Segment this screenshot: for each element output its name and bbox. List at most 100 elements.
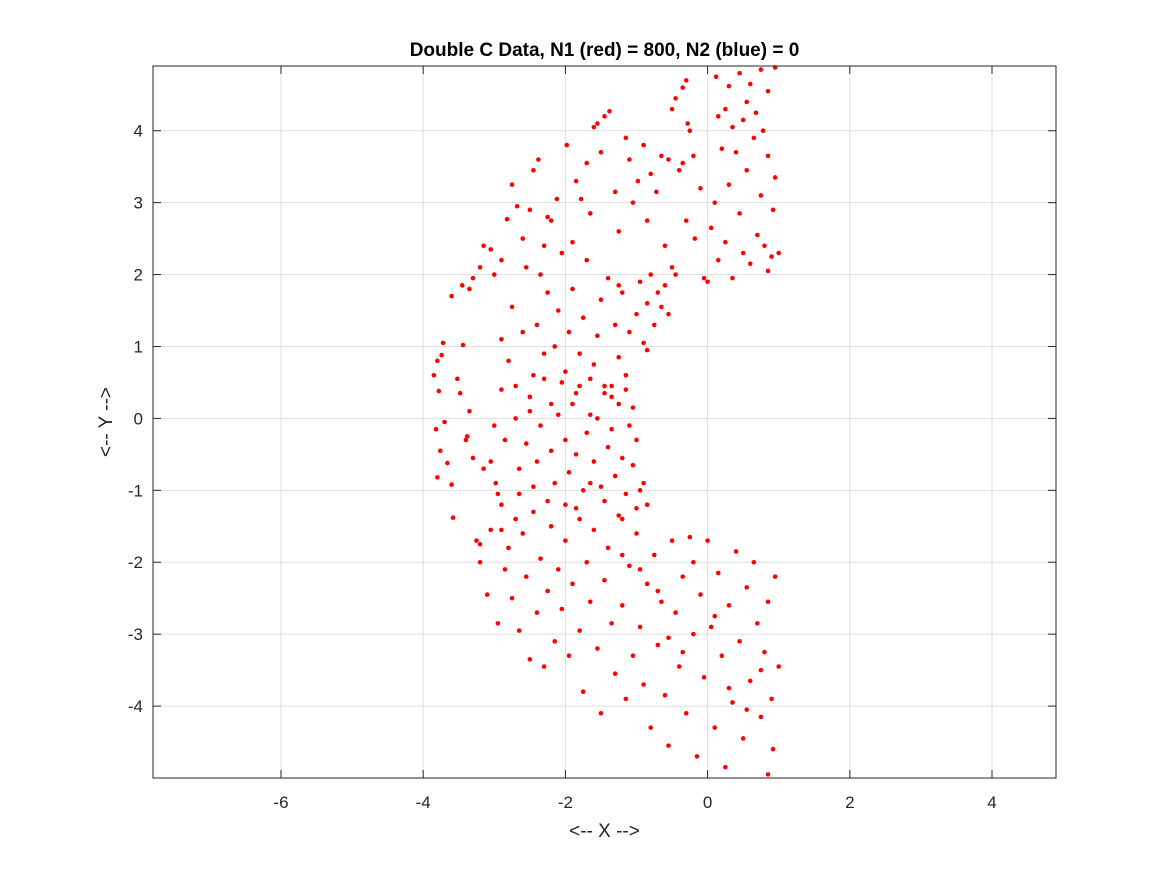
data-point [491,272,497,277]
data-point [502,567,508,572]
data-point [516,466,522,472]
data-point [666,635,671,641]
data-point [541,351,547,356]
data-point [726,603,732,608]
data-point [435,358,440,364]
data-point [602,577,607,583]
data-point [634,311,639,317]
data-point [634,437,639,443]
data-point [442,419,447,425]
y-tick-label: -1 [128,481,143,500]
data-point [577,351,582,356]
data-point [651,552,657,558]
data-point [680,160,686,166]
data-point [520,329,526,335]
data-point [765,772,771,777]
data-point [680,649,686,655]
data-point [591,124,597,130]
data-point [491,423,497,428]
data-point [772,574,778,579]
data-point [648,272,654,277]
data-point [460,342,466,348]
data-point [713,74,719,80]
data-point [612,473,618,479]
data-point [577,628,582,633]
data-point [659,153,664,159]
data-point [723,239,728,245]
data-point [623,387,629,392]
data-point [662,692,668,698]
data-point [563,538,568,543]
data-point [527,394,533,400]
data-point [666,743,671,748]
data-point [520,531,526,536]
data-point [715,114,721,119]
data-point [769,696,774,702]
data-point [514,203,520,209]
data-point [769,254,774,259]
data-point [545,498,550,504]
data-point [662,243,668,249]
data-point [641,480,646,486]
data-point [758,193,764,198]
data-point [609,383,614,389]
data-point [641,682,646,687]
x-tick-label: -4 [416,793,431,812]
data-point [513,416,518,421]
data-point [481,243,486,249]
data-point [564,142,570,148]
data-point [719,653,725,659]
data-point [477,559,483,565]
x-tick-label: -2 [558,793,573,812]
data-point [712,200,718,205]
data-point [509,182,515,187]
data-point [580,488,586,493]
data-point [595,646,600,651]
data-point [570,239,575,245]
data-point [433,426,439,432]
data-point [440,340,446,346]
data-point [619,455,625,461]
data-point [538,556,543,561]
data-point [698,592,703,597]
data-point [598,484,604,490]
data-point [619,290,625,295]
data-point [488,527,494,533]
data-point [627,329,632,335]
data-point [744,585,750,590]
data-point [484,592,490,597]
data-point [726,83,732,89]
data-point [730,124,735,130]
data-point [616,513,622,518]
data-point [467,286,472,292]
data-point [623,491,629,497]
data-point [680,85,686,90]
data-point [559,606,565,612]
data-point [685,121,690,126]
data-point [506,358,511,364]
data-point [758,67,764,72]
data-point [523,441,529,446]
data-point [595,121,600,126]
data-point [552,639,558,644]
data-point [747,81,753,87]
data-point [680,574,686,579]
data-point [730,275,735,281]
data-point [591,362,597,367]
data-point [548,218,554,223]
data-point [692,236,698,241]
data-point [648,171,654,177]
axes-frame [152,65,1057,779]
axis-ticks: -6 -4 -2 0 2 4 -4 -3 -2 -1 0 1 2 3 4 [128,66,1056,812]
data-point [431,372,437,378]
data-point [619,603,625,608]
data-point [499,502,504,508]
data-point [733,549,739,554]
data-point [619,552,625,558]
data-point [612,671,618,677]
data-points [431,65,782,777]
x-tick-label: -6 [273,793,288,812]
data-point [609,621,614,626]
